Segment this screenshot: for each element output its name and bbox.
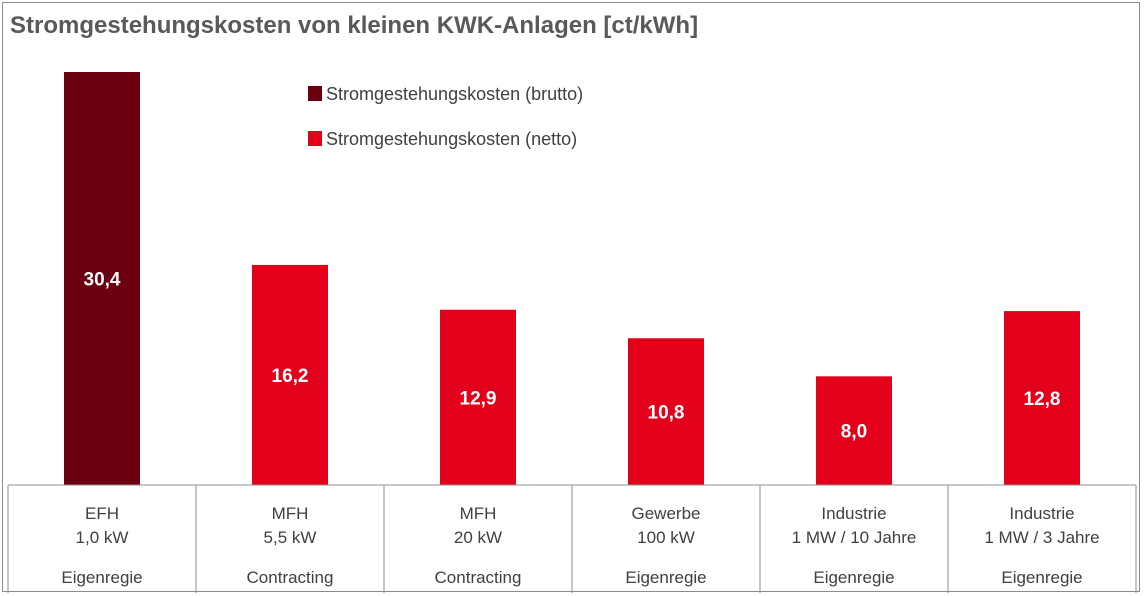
category-label-line3: Eigenregie: [625, 568, 706, 587]
category-label-line3: Contracting: [435, 568, 522, 587]
bar: [816, 376, 892, 485]
category-label-line1: MFH: [272, 504, 309, 523]
bar-value-label: 16,2: [272, 366, 309, 387]
category-label-line1: Industrie: [1009, 504, 1074, 523]
category-label-line3: Eigenregie: [813, 568, 894, 587]
bar-value-label: 12,9: [460, 388, 497, 409]
category-label-line2: 1 MW / 10 Jahre: [792, 528, 917, 547]
bar-value-label: 10,8: [648, 403, 685, 424]
category-label-line1: MFH: [460, 504, 497, 523]
legend-label: Stromgestehungskosten (netto): [326, 129, 577, 149]
category-label-line1: Gewerbe: [632, 504, 701, 523]
category-label-line2: 5,5 kW: [264, 528, 317, 547]
bar-value-label: 12,8: [1024, 389, 1061, 410]
legend-label: Stromgestehungskosten (brutto): [326, 84, 583, 104]
category-label-line3: Contracting: [247, 568, 334, 587]
bar-value-label: 8,0: [841, 422, 867, 443]
chart-title: Stromgestehungskosten von kleinen KWK-An…: [10, 12, 699, 39]
category-label-line2: 100 kW: [637, 528, 695, 547]
category-label-line3: Eigenregie: [1001, 568, 1082, 587]
category-label-line1: EFH: [85, 504, 119, 523]
category-label-line2: 1 MW / 3 Jahre: [984, 528, 1099, 547]
category-label-line3: Eigenregie: [61, 568, 142, 587]
bar: [1004, 311, 1080, 485]
bar: [440, 309, 516, 485]
category-label-line2: 20 kW: [454, 528, 502, 547]
bar: [64, 72, 140, 485]
bar-value-label: 30,4: [84, 270, 121, 291]
category-label-line1: Industrie: [821, 504, 886, 523]
legend-swatch: [308, 86, 322, 101]
bar: [628, 338, 704, 485]
legend-swatch: [308, 131, 322, 146]
category-label-line2: 1,0 kW: [76, 528, 129, 547]
bar: [252, 264, 328, 485]
